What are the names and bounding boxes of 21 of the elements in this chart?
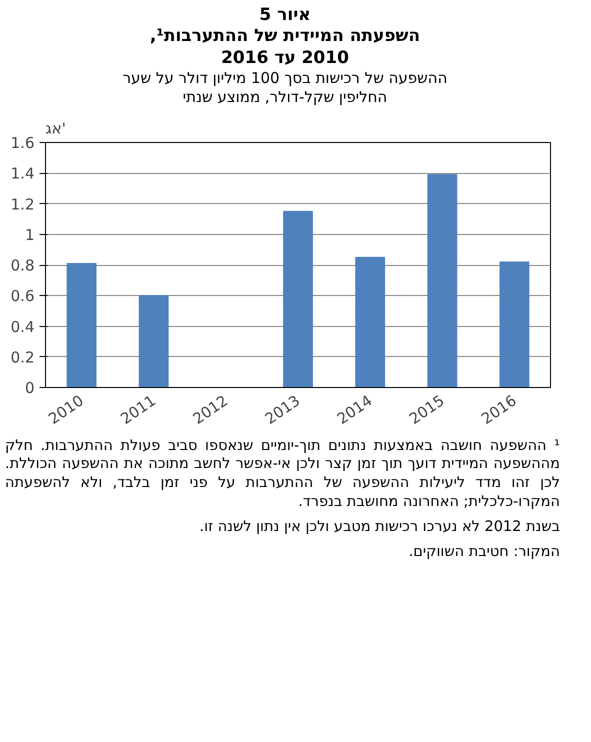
bar (427, 174, 458, 388)
text: ¹ ההשפעה חושבה באמצעות נתונים תוך-יומיים שנאספו סביב פעולת ההתערבות. חלק מההשפעה המיידית דועך תוך זמן קצר ולכן אי-אפשר לחשב מתוכה את ההשפעה הכוללת. לכן זהו מדד ליעילות ההשפעה של ההתערבות על פני זמן בלבד, ולא להשפעתה המקרו-כלכלית; האחרונה מחושבת בנפרד. (5, 436, 560, 512)
text: בשנת 2012 לא נערכו רכישות מטבע ולכן אין נתון לשנה זו. (198, 518, 560, 537)
y-tick-label: 1.6 (10, 134, 35, 152)
y-tick-label: 0.8 (10, 256, 35, 274)
chart-title: איור 5 השפעתה המיידית של ההתערבות¹, 2010 עד 2016 (148, 5, 422, 69)
bar (66, 262, 96, 388)
y-axis-title: אג' (46, 119, 66, 138)
y-tick-label: 1.2 (10, 194, 35, 213)
chart-subtitle: ההשפעה של רכישות בסך 100 מיליון דולר על שער החליפין שקל-דולר, ממוצע שנתי (122, 68, 448, 106)
y-tick-label: 1 (24, 226, 35, 244)
bar (283, 210, 313, 388)
y-tick-label: 1.4 (10, 164, 35, 182)
bar (138, 294, 169, 388)
bar (500, 261, 530, 388)
y-tick-label: 0 (24, 378, 35, 397)
y-tick-label: 0.4 (10, 317, 35, 336)
text: המקור: חטיבת השווקים. (408, 542, 560, 562)
y-tick-label: 0.2 (10, 348, 35, 366)
y-tick-label: 0.6 (10, 286, 35, 305)
bar (355, 256, 386, 388)
